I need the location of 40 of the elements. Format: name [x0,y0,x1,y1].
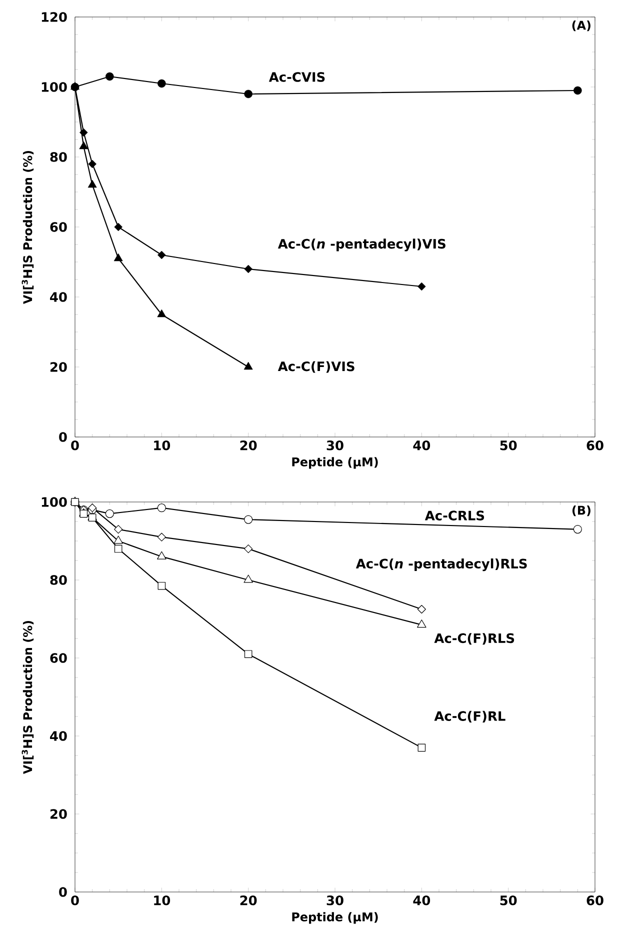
series-label: Ac-C(F)RL [434,710,506,722]
y-tick-label: 80 [50,575,67,585]
x-tick-label: 10 [154,440,170,450]
y-tick-label: 20 [50,362,67,372]
x-tick-label: 40 [413,896,430,906]
y-tick-label: 0 [59,887,67,897]
y-tick-label: 100 [42,497,67,507]
x-tick-label: 10 [154,896,170,906]
x-tick-label: 20 [240,896,257,906]
x-tick-label: 0 [71,440,79,450]
x-axis-title: Peptide (μM) [292,457,378,469]
y-axis-title: VI[$^{3}$H]S Production (%) [22,620,34,774]
x-tick-label: 30 [326,896,344,906]
chart-title: (B) [572,506,590,516]
y-tick-label: 100 [42,82,67,92]
y-tick-label: 60 [50,222,67,232]
x-tick-label: 20 [240,440,257,450]
x-tick-label: 0 [71,896,79,906]
x-tick-label: 40 [413,440,430,450]
x-tick-label: 50 [500,896,517,906]
series-label: Ac-C(F)RLS [434,633,514,645]
x-tick-label: 50 [500,440,517,450]
y-tick-label: 20 [50,809,67,819]
series-label: Ac-CVIS [268,72,325,82]
y-tick-label: 40 [50,292,67,302]
x-tick-label: 60 [586,440,604,450]
y-tick-label: 0 [59,432,67,442]
y-axis-title: VI[$^{3}$H]S Production (%) [22,150,34,304]
series-label: Ac-CRLS [424,510,484,520]
y-tick-label: 40 [50,731,67,741]
x-axis-title: Peptide (μM) [292,912,378,924]
x-tick-label: 30 [326,440,344,450]
x-tick-label: 60 [586,896,604,906]
y-tick-label: 60 [50,653,67,663]
y-tick-label: 80 [50,152,67,162]
series-label: Ac-C(n -pentadecyl)RLS [356,558,527,572]
series-label: Ac-C(F)VIS [278,361,354,373]
series-label: Ac-C(n -pentadecyl)VIS [278,238,446,252]
chart-title: (A) [572,20,590,32]
y-tick-label: 120 [42,12,67,22]
